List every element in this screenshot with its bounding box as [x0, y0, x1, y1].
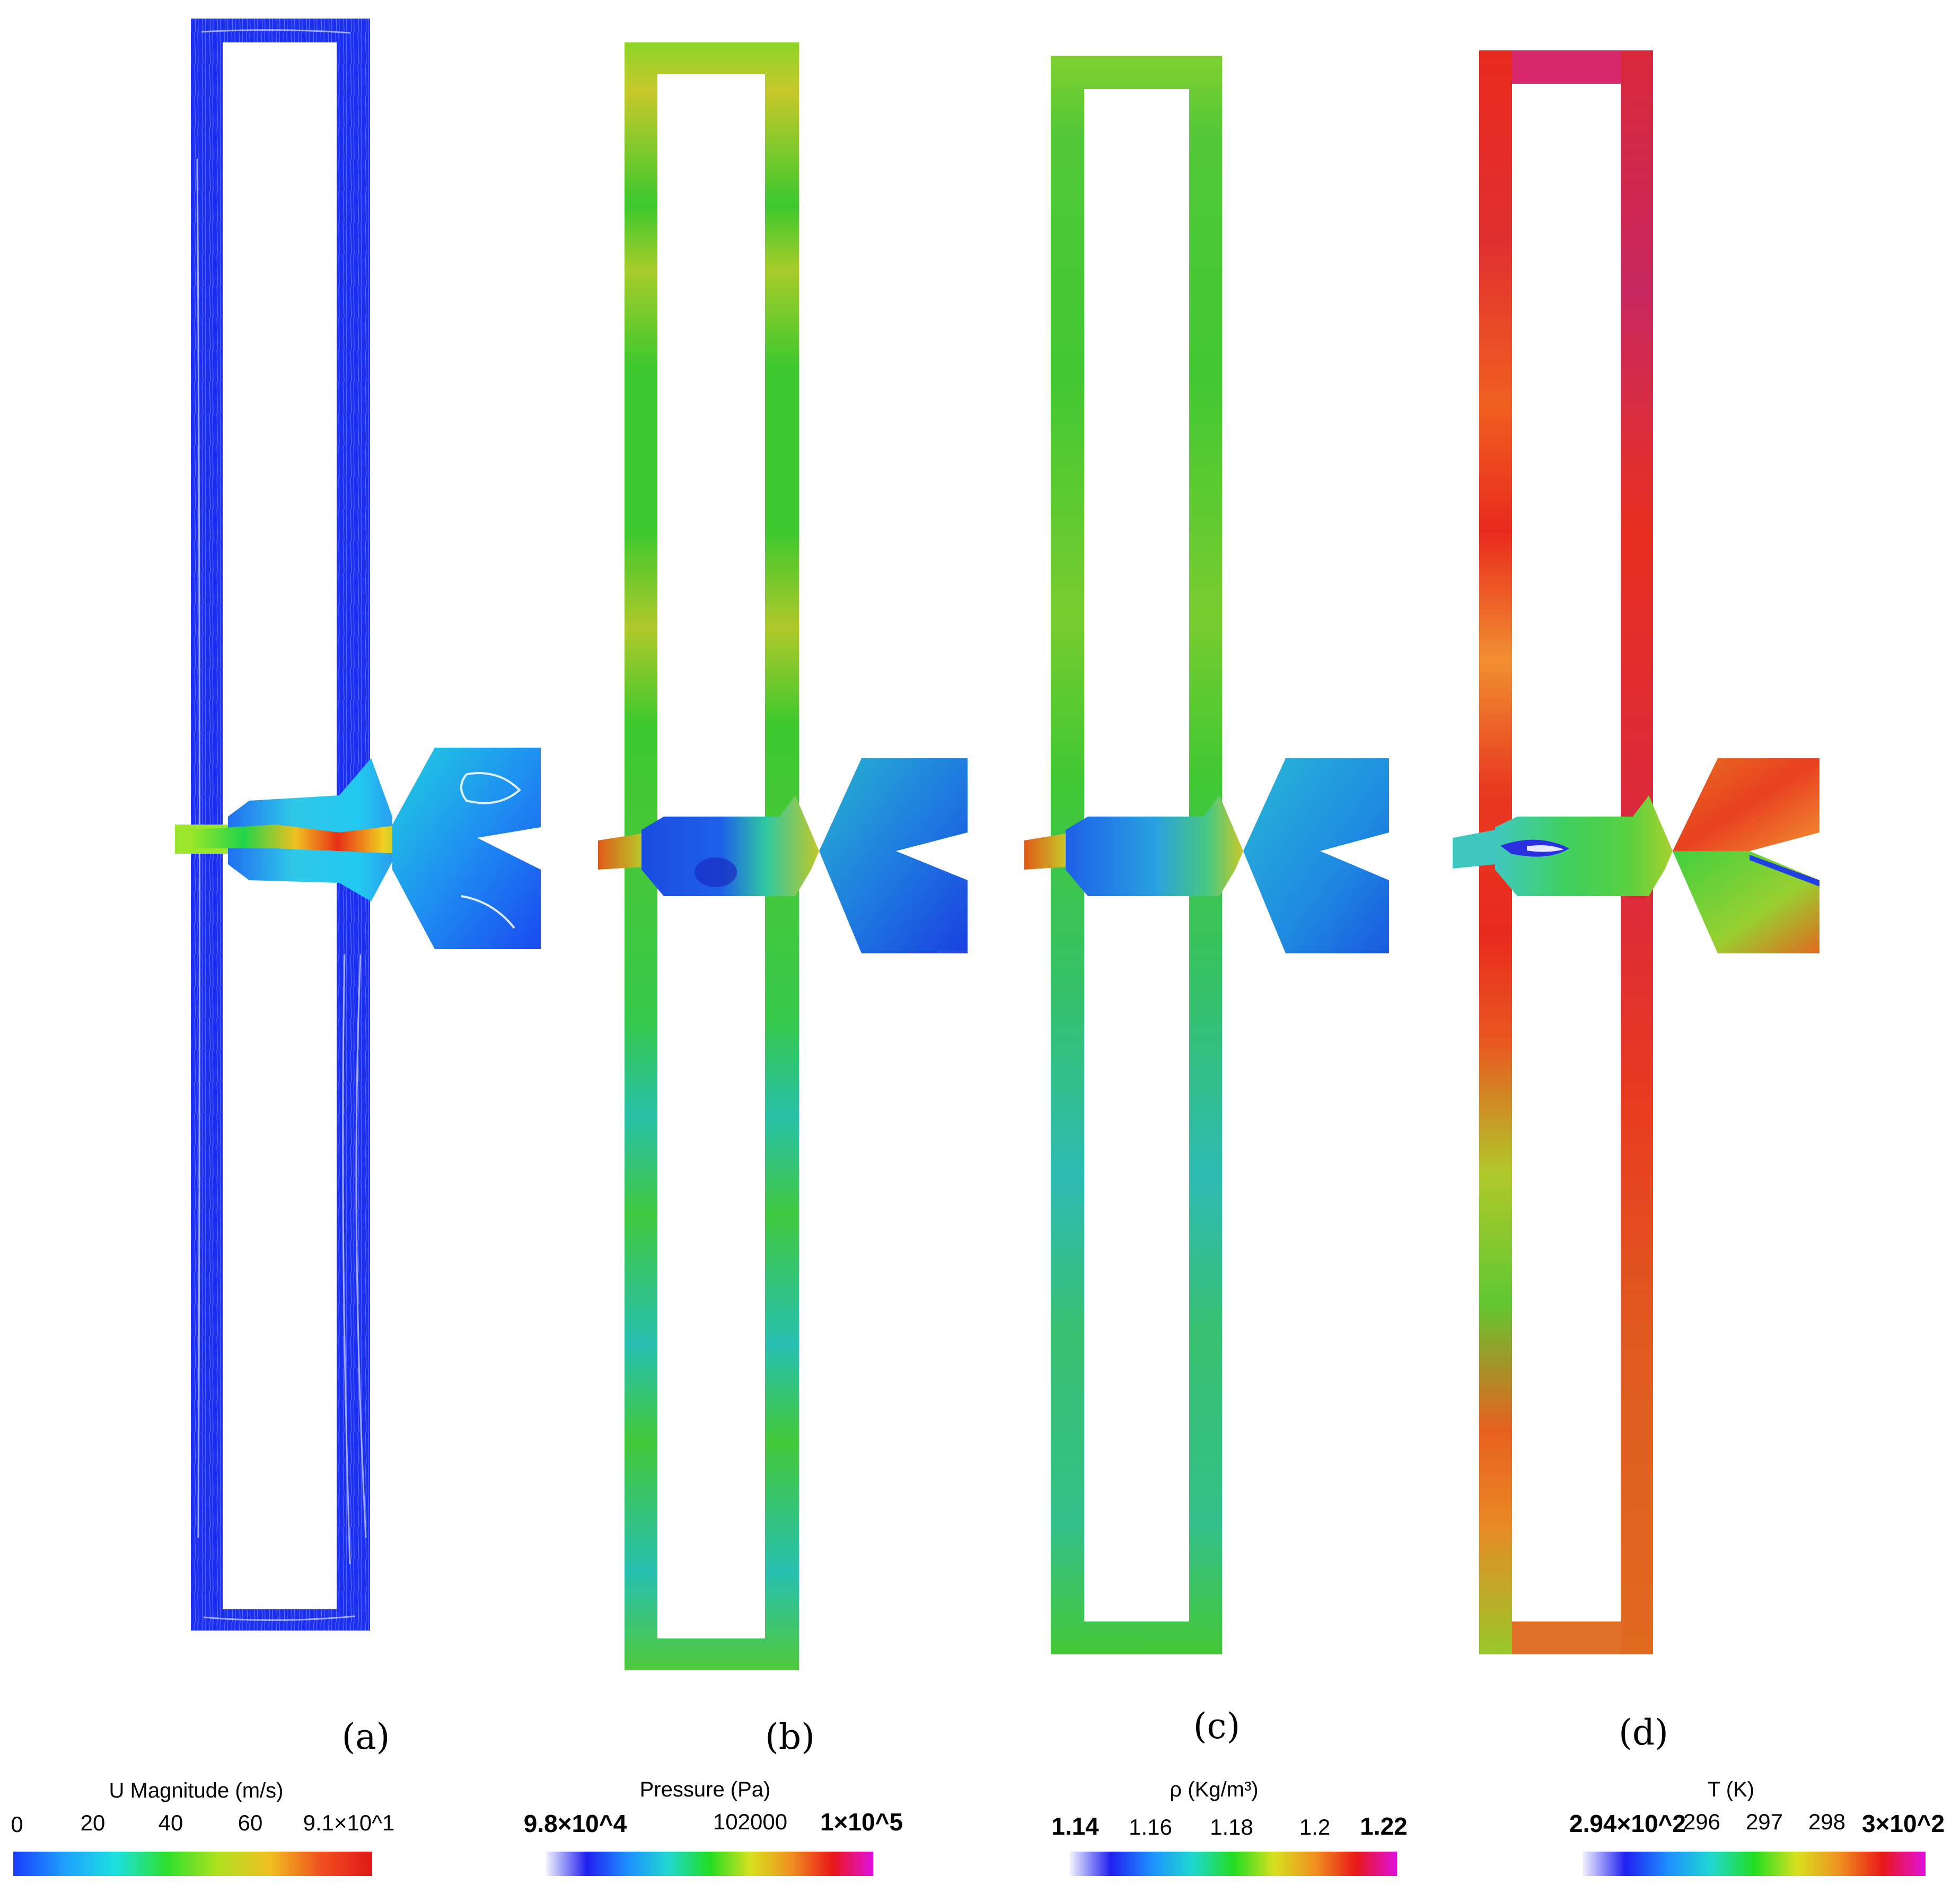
colorbar-temperature-bar [1583, 1852, 1926, 1876]
colorbar-temperature-tick: 296 [1683, 1809, 1720, 1834]
colorbar-density-tick: 1.2 [1299, 1815, 1330, 1839]
panel-label-a: (a) [342, 1716, 390, 1757]
colorbar-temperature-tick: 3×10^2 [1862, 1810, 1945, 1837]
panel-label-b: (b) [765, 1716, 815, 1757]
colorbar-pressure: Pressure (Pa) 9.8×10^4 102000 1×10^5 [524, 1778, 903, 1876]
panel-b-low-pressure-core [695, 857, 737, 887]
colorbar-density: ρ (Kg/m³) 1.14 1.16 1.18 1.2 1.22 [1051, 1778, 1408, 1876]
colorbar-velocity-bar [13, 1852, 372, 1876]
panel-b-nozzle [598, 834, 641, 870]
panel-d-chamber [1495, 795, 1673, 896]
colorbar-velocity-tick: 9.1×10^1 [303, 1810, 395, 1835]
panel-a-streamlines [196, 29, 367, 1621]
panel-c-density [1024, 56, 1389, 1654]
colorbar-temperature-tick: 2.94×10^2 [1569, 1810, 1686, 1837]
panel-d-cold-streak [1750, 855, 1820, 887]
panel-d-temperature [1453, 50, 1820, 1654]
colorbar-pressure-tick: 102000 [713, 1809, 787, 1834]
colorbar-density-tick: 1.22 [1360, 1812, 1408, 1840]
panel-a-vortex [460, 772, 521, 929]
panel-a-diffuser [392, 748, 541, 949]
panel-d-loop-bottom [1512, 1621, 1621, 1654]
colorbar-temperature: T (K) 2.94×10^2 296 297 298 3×10^2 [1569, 1778, 1945, 1876]
panel-a-jet [191, 825, 541, 878]
colorbar-density-bar [1070, 1852, 1397, 1876]
panel-c-chamber [1066, 795, 1243, 896]
colorbar-density-title: ρ (Kg/m³) [1170, 1778, 1258, 1801]
panel-a-loop [191, 19, 370, 1631]
panel-b-diffuser [819, 758, 968, 953]
panel-d-loop [1479, 50, 1653, 1654]
panel-c-nozzle [1024, 834, 1066, 870]
colorbar-pressure-title: Pressure (Pa) [640, 1778, 771, 1801]
colorbar-pressure-tick: 1×10^5 [820, 1808, 903, 1836]
colorbar-temperature-title: T (K) [1708, 1778, 1754, 1801]
colorbar-velocity-tick: 20 [81, 1810, 106, 1835]
panel-d-cold-core [1527, 845, 1564, 852]
colorbar-pressure-bar [546, 1852, 873, 1876]
colorbar-density-tick: 1.16 [1129, 1815, 1172, 1839]
colorbar-velocity-title: U Magnitude (m/s) [109, 1779, 284, 1802]
panel-d-diffuser-bottom [1673, 851, 1820, 953]
panel-b-loop [625, 42, 799, 1670]
panel-a-velocity [175, 19, 541, 1631]
panel-c-loop [1051, 56, 1222, 1654]
colorbar-velocity-tick: 40 [159, 1810, 183, 1835]
colorbar-pressure-tick: 9.8×10^4 [524, 1810, 627, 1837]
panel-c-diffuser [1243, 758, 1389, 953]
panel-b-pressure [598, 42, 968, 1670]
colorbar-temperature-tick: 298 [1808, 1809, 1845, 1834]
panel-b-chamber [641, 795, 819, 896]
panel-label-d: (d) [1619, 1712, 1668, 1753]
panel-label-c: (c) [1193, 1706, 1240, 1747]
panel-d-loop-top [1512, 50, 1621, 84]
colorbar-velocity-tick: 60 [238, 1810, 263, 1835]
colorbar-density-tick: 1.18 [1210, 1815, 1253, 1839]
colorbar-velocity: U Magnitude (m/s) 0 20 40 60 9.1×10^1 [11, 1779, 394, 1876]
panel-d-nozzle [1453, 830, 1495, 869]
panel-d-diffuser-top [1673, 758, 1820, 851]
colorbar-velocity-tick: 0 [11, 1812, 23, 1837]
colorbar-temperature-tick: 297 [1746, 1809, 1783, 1834]
colorbar-density-tick: 1.14 [1051, 1812, 1099, 1840]
